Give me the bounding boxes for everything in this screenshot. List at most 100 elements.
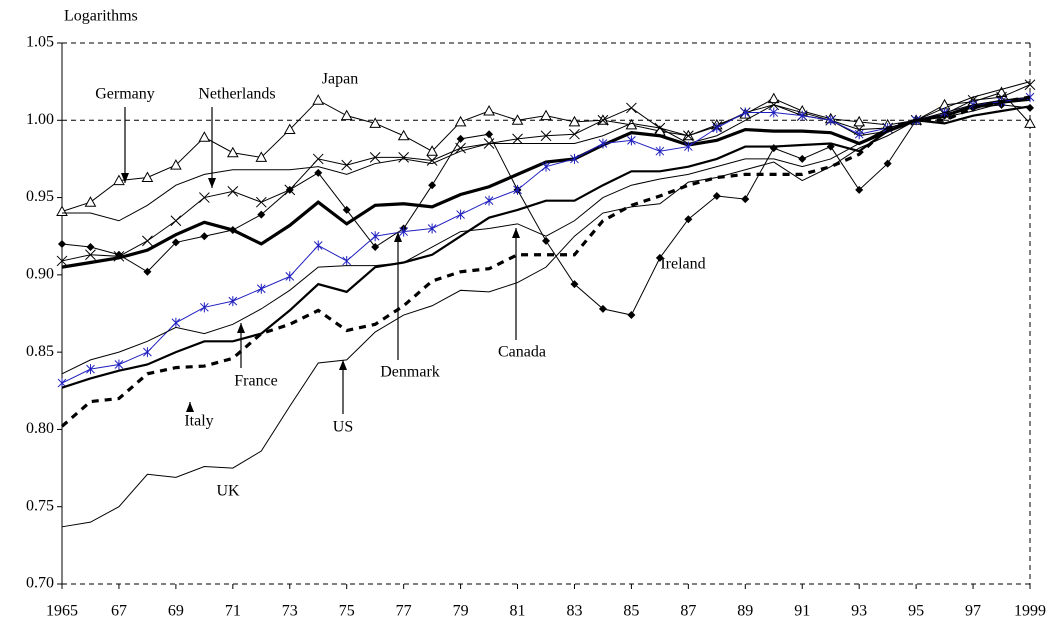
marker [198,131,211,142]
marker [84,196,97,207]
annotation-arrowhead [186,402,194,412]
marker [171,317,181,328]
marker [428,181,437,190]
series-annotation: Ireland [660,256,705,273]
marker [655,253,664,262]
x-tick-label: 89 [737,603,753,620]
marker [142,235,153,247]
marker [855,185,864,194]
marker [170,159,182,170]
x-tick-label: 1999 [1014,603,1046,620]
marker [853,115,866,127]
marker [684,215,693,224]
marker [143,347,152,358]
marker [283,123,296,135]
series-annotation: Denmark [380,364,440,381]
x-tick-label: 95 [908,603,924,620]
series-annotation: France [234,373,278,390]
marker [341,159,353,171]
marker [171,238,180,247]
series-annotation: Netherlands [198,86,275,103]
marker [369,117,382,128]
y-tick-label: 1.05 [26,34,54,51]
x-tick-label: 91 [794,603,810,620]
marker [683,141,693,152]
series-annotation: Japan [322,71,358,88]
series-line [61,105,1031,389]
x-tick-label: 87 [680,603,696,620]
x-tick-label: 75 [339,603,355,620]
marker [399,226,409,237]
x-tick-label: 93 [851,603,867,620]
series-line [61,99,1031,528]
marker [767,92,780,104]
series-line [61,96,1031,375]
marker [1024,117,1036,128]
marker [712,192,721,201]
marker [227,186,239,197]
series-line [62,81,1031,222]
marker [540,109,552,121]
annotation-arrowhead [121,173,129,183]
series-line [60,95,1031,428]
marker [769,144,778,153]
marker [312,153,324,165]
marker [682,130,694,142]
marker [170,215,182,227]
marker [58,239,66,248]
marker [141,171,154,182]
series-annotation: Italy [184,413,213,430]
marker [798,154,807,163]
marker [397,129,410,141]
marker [285,271,295,282]
marker [86,243,95,252]
marker [456,209,465,220]
marker [712,123,722,134]
marker [143,267,152,276]
marker [511,114,524,125]
marker [626,102,637,114]
marker [854,129,864,140]
x-tick-label: 1965 [46,603,78,620]
annotation-arrowhead [208,178,216,188]
marker [257,210,266,219]
marker [627,135,636,146]
marker [199,302,209,313]
annotation-arrowhead [339,360,347,370]
marker [342,205,351,214]
marker [570,280,579,289]
marker [255,196,267,208]
y-tick-label: 0.80 [26,420,54,437]
marker [256,283,266,294]
x-tick-label: 71 [225,603,241,620]
marker [114,359,124,370]
x-tick-label: 85 [623,603,639,620]
x-tick-label: 77 [396,603,412,620]
marker [485,130,494,139]
x-tick-label: 83 [566,603,582,620]
marker [883,159,892,168]
x-tick-label: 67 [111,603,127,620]
marker [826,115,836,126]
marker [426,145,438,156]
marker [541,161,551,172]
marker [483,104,495,116]
series-annotation: Germany [95,86,155,103]
marker [86,364,95,375]
marker [542,236,550,245]
marker [427,223,437,234]
marker [226,146,239,158]
marker [56,205,68,216]
marker [370,231,380,242]
marker [570,153,579,164]
series-annotation: UK [216,483,240,500]
marker [85,249,96,261]
marker [769,107,779,118]
marker [340,109,353,121]
marker [313,240,323,251]
x-tick-label: 73 [282,603,298,620]
y-tick-label: 1.00 [26,111,54,128]
marker [426,155,438,166]
marker [512,133,523,145]
